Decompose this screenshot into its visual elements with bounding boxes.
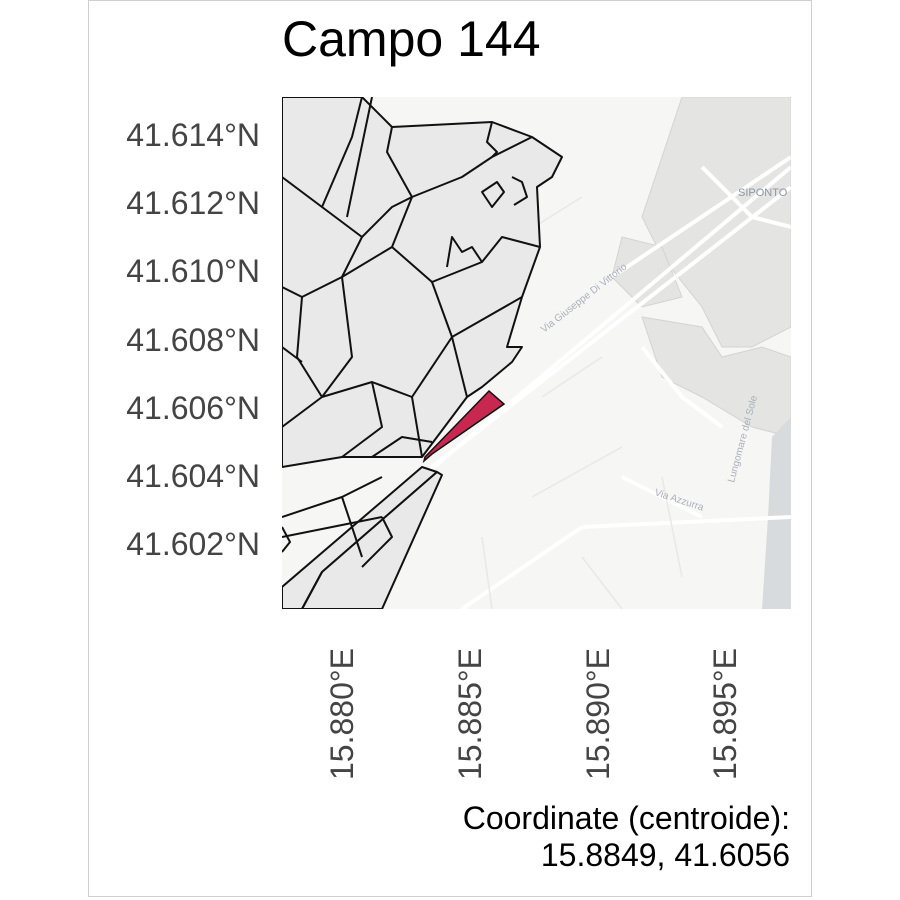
y-axis-label: 41.608°N	[126, 322, 260, 358]
caption-line1: Coordinate (centroide):	[462, 800, 790, 836]
parcel-layer	[282, 97, 563, 609]
x-axis-label: 15.885°E	[452, 647, 488, 780]
parcel-boundaries	[282, 97, 541, 609]
y-axis-label: 41.612°N	[126, 185, 260, 221]
x-axis-label-slot: 15.895°E	[705, 632, 745, 782]
basemap-urban-area	[611, 97, 791, 438]
map-title: Campo 144	[282, 11, 541, 67]
highlighted-parcel[interactable]	[422, 389, 506, 464]
basemap-label-road2: Via Azzurra	[653, 487, 705, 513]
y-axis-label: 41.602°N	[126, 526, 260, 562]
y-axis-label: 41.604°N	[126, 458, 260, 494]
x-axis-label-slot: 15.885°E	[450, 632, 490, 782]
map-svg: Via Giuseppe Di Vittorio Via Azzurra Lun…	[282, 97, 791, 609]
x-axis-label: 15.895°E	[707, 647, 743, 780]
x-axis-label-slot: 15.890°E	[578, 632, 618, 782]
caption-line2: 15.8849, 41.6056	[540, 836, 790, 873]
x-axis-label: 15.890°E	[580, 647, 616, 780]
x-axis-label-slot: 15.880°E	[322, 632, 362, 782]
x-axis-label: 15.880°E	[324, 647, 360, 780]
centroid-caption: Coordinate (centroide): 15.8849, 41.6056	[463, 800, 790, 874]
basemap-sea	[762, 417, 791, 609]
basemap-roads	[420, 155, 791, 609]
map-panel[interactable]: Via Giuseppe Di Vittorio Via Azzurra Lun…	[282, 97, 791, 609]
basemap-label-place: SIPONTO	[738, 187, 788, 199]
y-axis-label: 41.606°N	[126, 390, 260, 426]
parcel-main-block	[282, 97, 563, 468]
parcel-strip-lower	[301, 471, 443, 609]
y-axis-label: 41.614°N	[126, 117, 260, 153]
y-axis-label: 41.610°N	[126, 253, 260, 289]
